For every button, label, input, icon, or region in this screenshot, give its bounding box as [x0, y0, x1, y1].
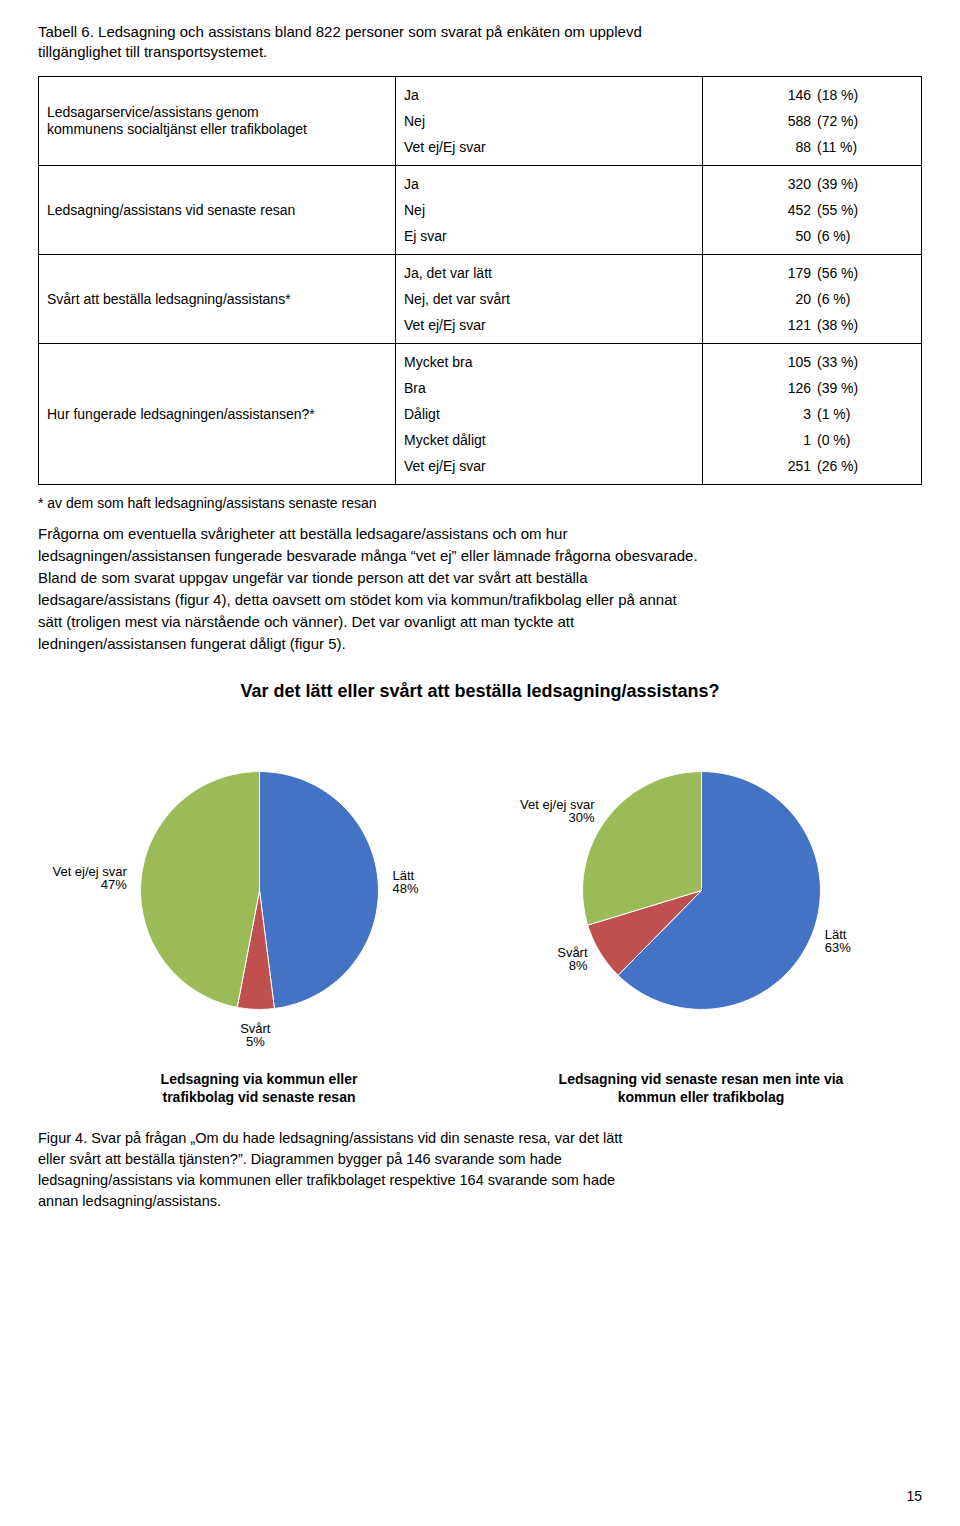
html-text:1: 1 [803, 432, 811, 448]
html-text:ledningen/assistansen fungerat: ledningen/assistansen fungerat dåligt (f… [38, 635, 346, 652]
html-text:(18 %): (18 %) [817, 87, 859, 103]
html-text:Hur fungerade ledsagningen/ass: Hur fungerade ledsagningen/assistansen?* [47, 405, 315, 422]
html-text:(38 %): (38 %) [817, 317, 859, 333]
html-text:126: 126 [787, 380, 811, 396]
html-text:ledsagare/assistans (figur 4),: ledsagare/assistans (figur 4), detta oav… [38, 591, 677, 608]
html-text:Bland de som svarat uppgav ung: Bland de som svarat uppgav ungefär var t… [38, 569, 588, 586]
html-text:(6 %): (6 %) [817, 291, 851, 307]
html-text:Mycket dåligt: Mycket dåligt [404, 432, 486, 448]
html-text:146: 146 [787, 87, 811, 103]
html-text:(0 %): (0 %) [817, 432, 851, 448]
html-text:sätt (troligen mest via närstå: sätt (troligen mest via närstående och v… [38, 613, 575, 630]
html-text:320: 320 [787, 176, 811, 192]
html-text:Mycket bra: Mycket bra [404, 354, 473, 370]
html-text:452: 452 [787, 202, 811, 218]
html-text:(1 %): (1 %) [817, 406, 851, 422]
html-text:15: 15 [906, 1488, 922, 1504]
html-text:Ledsagning via kommun eller tr: Ledsagning via kommun eller trafikbolag … [160, 1071, 358, 1105]
html-text:(72 %): (72 %) [817, 113, 859, 129]
html-text:Figur 4. Svar på frågan „Om du: Figur 4. Svar på frågan „Om du hade leds… [38, 1130, 623, 1146]
html-text:(56 %): (56 %) [817, 265, 859, 281]
html-text:121: 121 [787, 317, 811, 333]
svg-text:Svårt8%: Svårt8% [557, 945, 588, 973]
svg-text:Svårt5%: Svårt5% [240, 1021, 271, 1049]
html-text:Vet ej/Ej svar: Vet ej/Ej svar [404, 139, 486, 155]
svg-text:Vet ej/ej svar30%: Vet ej/ej svar30% [520, 797, 595, 825]
html-text:3: 3 [803, 406, 811, 422]
html-text:Dåligt: Dåligt [404, 406, 440, 422]
html-text:Nej: Nej [404, 202, 425, 218]
html-text:Vet ej/Ej svar: Vet ej/Ej svar [404, 317, 486, 333]
html-text:(11 %): (11 %) [817, 139, 858, 155]
svg-text:Lätt63%: Lätt63% [825, 927, 851, 955]
html-text:(39 %): (39 %) [817, 176, 859, 192]
html-text:Svårt att beställa ledsagning/: Svårt att beställa ledsagning/assistans* [47, 290, 291, 307]
html-text:eller svårt att beställa tjäns: eller svårt att beställa tjänsten?”. Dia… [38, 1151, 562, 1167]
html-text:Ja, det var lätt: Ja, det var lätt [404, 265, 492, 281]
html-text:(55 %): (55 %) [817, 202, 859, 218]
html-text:Ej svar: Ej svar [404, 228, 447, 244]
html-text:251: 251 [787, 458, 811, 474]
html-text:Ledsagarservice/assistans geno: Ledsagarservice/assistans genom kommunen… [47, 104, 307, 137]
html-text:Vet ej/Ej svar: Vet ej/Ej svar [404, 458, 486, 474]
html-text:(26 %): (26 %) [817, 458, 859, 474]
html-text:Frågorna om eventuella svårigh: Frågorna om eventuella svårigheter att b… [38, 525, 568, 542]
html-text:Nej, det var svårt: Nej, det var svårt [404, 291, 510, 307]
html-text:588: 588 [787, 113, 811, 129]
html-text:105: 105 [787, 354, 811, 370]
html-text:annan ledsagning/assistans.: annan ledsagning/assistans. [38, 1193, 221, 1209]
html-text:Nej: Nej [404, 113, 425, 129]
html-text:50: 50 [795, 228, 811, 244]
html-text:Ledsagning/assistans vid senas: Ledsagning/assistans vid senaste resan [47, 201, 296, 218]
html-text:20: 20 [795, 291, 811, 307]
html-text:tillgänglighet till transports: tillgänglighet till transportsystemet. [38, 43, 268, 60]
html-text:Ja: Ja [404, 87, 419, 103]
html-text:Ja: Ja [404, 176, 419, 192]
html-text:(33 %): (33 %) [817, 354, 859, 370]
html-text:179: 179 [787, 265, 811, 281]
html-text:Bra: Bra [404, 380, 426, 396]
html-text:Ledsagning vid senaste resan m: Ledsagning vid senaste resan men inte vi… [558, 1071, 844, 1105]
svg-text:Vet ej/ej svar47%: Vet ej/ej svar47% [52, 864, 127, 892]
html-text:Var det lätt eller svårt att b: Var det lätt eller svårt att beställa le… [240, 681, 720, 701]
svg-text:Lätt48%: Lätt48% [392, 868, 418, 896]
html-text:Tabell 6. Ledsagning och assis: Tabell 6. Ledsagning och assistans bland… [38, 23, 642, 40]
html-text:88: 88 [795, 139, 811, 155]
html-text:(39 %): (39 %) [817, 380, 859, 396]
html-text:* av dem som haft ledsagning/a: * av dem som haft ledsagning/assistans s… [38, 495, 377, 511]
html-text:ledsagning/assistans via kommu: ledsagning/assistans via kommunen eller … [38, 1172, 616, 1188]
html-text:(6 %): (6 %) [817, 228, 851, 244]
html-text:ledsagningen/assistansen funge: ledsagningen/assistansen fungerade besva… [38, 547, 698, 564]
